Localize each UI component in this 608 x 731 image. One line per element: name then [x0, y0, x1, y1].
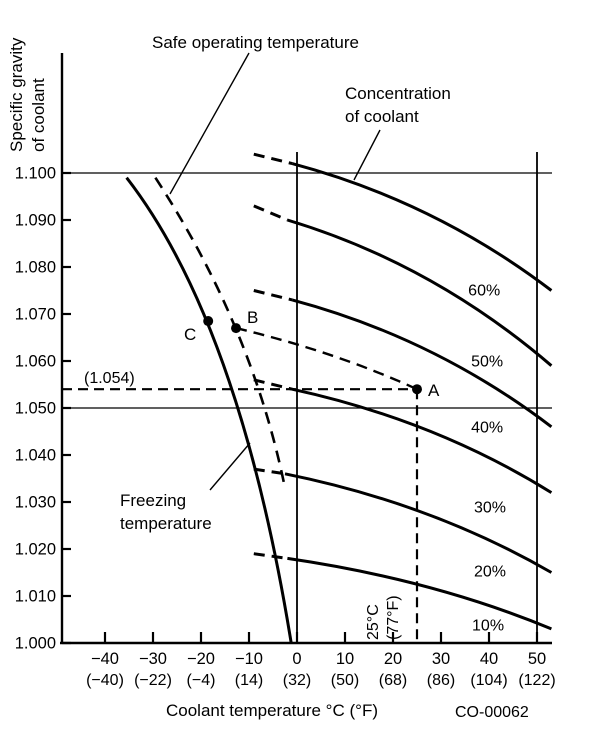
- concentration-curve-label-30%: 30%: [474, 500, 506, 517]
- axes: [60, 53, 552, 645]
- y-tick-label: 1.060: [15, 353, 56, 371]
- x-tick-label-fahrenheit: (86): [427, 672, 455, 689]
- concentration-curve-lead-50%: [253, 204, 288, 222]
- safe-operating-temperature-curve: [154, 176, 286, 484]
- y-tick-label: 1.090: [15, 212, 56, 230]
- y-tick-label: 1.050: [15, 400, 56, 418]
- concentration-curve-label-60%: 60%: [468, 283, 500, 300]
- point-a-label: A: [428, 381, 440, 400]
- y-tick-label: 1.030: [15, 494, 56, 512]
- y-tick-label: 1.020: [15, 541, 56, 559]
- x-tick-label-celsius: −20: [187, 650, 215, 668]
- concentration-curve-label-20%: 20%: [474, 564, 506, 581]
- x-tick-label-celsius: 0: [292, 650, 301, 668]
- y-axis-title-line1: Specific gravity: [7, 37, 26, 152]
- concentration-curve-40%: [291, 298, 553, 428]
- x-tick-label-celsius: −30: [139, 650, 167, 668]
- y-tick-label: 1.040: [15, 447, 56, 465]
- freezing-temperature-curve: [125, 176, 293, 644]
- temp-callout-line2: (77°F): [385, 595, 402, 640]
- x-tick-label-fahrenheit: (104): [470, 672, 507, 689]
- point-b-label: B: [247, 308, 258, 327]
- concentration-curve-20%: [284, 472, 553, 574]
- x-tick-label-fahrenheit: (−22): [134, 672, 172, 689]
- reading-guides: [62, 388, 419, 643]
- safe-operating-label: Safe operating temperature: [152, 33, 359, 52]
- figure-code: CO-00062: [455, 704, 529, 721]
- freezing-leader-line: [209, 442, 251, 491]
- concentration-curve-label-50%: 50%: [471, 354, 503, 371]
- point-b-dot: [231, 323, 242, 334]
- y-tick-label: 1.080: [15, 259, 56, 277]
- x-tick-label-fahrenheit: (68): [379, 672, 407, 689]
- temp-callout-label: 25°C (77°F): [365, 595, 402, 640]
- data-curves: 60% 50% 40% 30% 20% 10%: [125, 152, 553, 644]
- concentration-leader-line: [353, 129, 381, 181]
- x-tick-label-fahrenheit: (−40): [86, 672, 124, 689]
- x-tick-label-celsius: 50: [528, 650, 546, 668]
- x-tick-label-fahrenheit: (122): [518, 672, 555, 689]
- x-tick-label-fahrenheit: (32): [283, 672, 311, 689]
- sg-callout-label: (1.054): [84, 370, 135, 387]
- y-tick-label: 1.070: [15, 306, 56, 324]
- x-tick-label-celsius: 30: [432, 650, 450, 668]
- gridlines: [62, 152, 552, 643]
- concentration-curve-label-10%: 10%: [472, 618, 504, 635]
- y-tick-label: 1.000: [15, 635, 56, 653]
- safe-operating-leader-line: [169, 52, 250, 195]
- concentration-curve-lead-40%: [253, 289, 293, 302]
- concentration-curve-lead-20%: [253, 467, 286, 476]
- concentration-curve-lead-60%: [253, 152, 293, 166]
- x-tick-label-fahrenheit: (14): [235, 672, 263, 689]
- point-a-dot: [412, 384, 422, 395]
- x-tick-label-celsius: −40: [91, 650, 119, 668]
- x-tick-label-fahrenheit: (50): [331, 672, 359, 689]
- concentration-curve-lead-10%: [253, 552, 288, 560]
- x-tick-label-celsius: 40: [480, 650, 498, 668]
- y-axis-title: Specific gravity of coolant: [7, 37, 48, 152]
- y-tick-label: 1.010: [15, 588, 56, 606]
- x-tick-label-celsius: 20: [384, 650, 402, 668]
- reading-points: [203, 316, 422, 395]
- x-tick-label-fahrenheit: (−4): [187, 672, 216, 689]
- tick-labels: 1.100 1.090 1.080 1.070 1.060 1.050 1.040 1.030…: [15, 165, 556, 690]
- annotations: Safe operating temperature Concentration…: [7, 33, 529, 721]
- concentration-curve-label-40%: 40%: [471, 419, 503, 436]
- x-tick-label-celsius: −10: [235, 650, 263, 668]
- temp-callout-line1: 25°C: [365, 604, 382, 640]
- freezing-label-line2: temperature: [120, 514, 212, 533]
- point-c-dot: [203, 316, 214, 327]
- concentration-label-line1: Concentration: [345, 84, 451, 103]
- concentration-curve-30%: [291, 387, 553, 494]
- point-c-label: C: [184, 325, 196, 344]
- y-axis-title-line2: of coolant: [29, 78, 48, 152]
- concentration-curve-50%: [286, 218, 553, 367]
- concentration-curve-60%: [291, 162, 553, 292]
- x-tick-label-celsius: 10: [336, 650, 354, 668]
- freezing-label-line1: Freezing: [120, 491, 186, 510]
- y-tick-label: 1.100: [15, 165, 56, 183]
- reading-curve-b-to-a: [235, 326, 418, 391]
- x-axis-title: Coolant temperature °C (°F): [166, 701, 378, 720]
- concentration-curve-10%: [287, 556, 552, 631]
- concentration-label-line2: of coolant: [345, 107, 419, 126]
- concentration-curve-lead-30%: [253, 378, 293, 391]
